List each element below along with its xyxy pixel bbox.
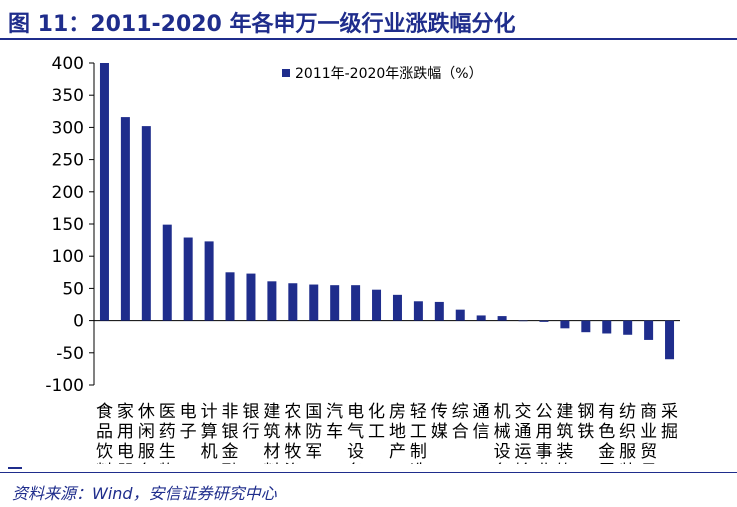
bar bbox=[99, 63, 109, 321]
x-tick-label: 房地产 bbox=[389, 402, 406, 462]
y-tick-label: 350 bbox=[52, 86, 84, 106]
y-tick-label: 200 bbox=[52, 183, 84, 203]
x-tick-label: 国防军工 bbox=[305, 402, 322, 464]
x-tick-label: 通信 bbox=[473, 402, 490, 442]
bar bbox=[372, 289, 382, 321]
x-tick-label: 综合 bbox=[452, 402, 469, 442]
legend-swatch bbox=[282, 69, 290, 77]
x-tick-label: 银行 bbox=[242, 402, 259, 442]
x-tick-label: 公用事业 bbox=[535, 402, 552, 464]
bar bbox=[162, 224, 172, 321]
x-tick-label: 交通运输 bbox=[515, 402, 532, 464]
legend: 2011年-2020年涨跌幅（%） bbox=[282, 66, 483, 82]
y-tick-label: 50 bbox=[62, 279, 84, 299]
bar bbox=[183, 237, 193, 321]
x-tick-label: 农林牧渔 bbox=[284, 402, 301, 464]
y-tick-label: 400 bbox=[52, 54, 84, 74]
x-tick-label: 轻工制造 bbox=[410, 402, 427, 464]
x-tick-label: 钢铁 bbox=[577, 402, 594, 442]
x-tick-label: 非银金融 bbox=[222, 402, 239, 464]
y-tick-label: 0 bbox=[73, 312, 84, 332]
title-divider bbox=[0, 38, 737, 40]
x-tick-label: 电气设备 bbox=[347, 402, 364, 464]
bar bbox=[539, 320, 549, 322]
bar bbox=[518, 320, 528, 322]
x-axis-labels: 食品饮料家用电器休闲服务医药生物电子计算机非银金融银行建筑材料农林牧渔国防军工汽… bbox=[96, 402, 678, 464]
bar bbox=[351, 285, 361, 321]
y-tick-label: 250 bbox=[52, 151, 84, 171]
x-tick-label: 家用电器 bbox=[117, 402, 134, 464]
bar bbox=[120, 117, 130, 321]
bar bbox=[665, 320, 675, 360]
x-tick-label: 休闲服务 bbox=[138, 402, 155, 464]
x-tick-label: 传媒 bbox=[431, 402, 448, 442]
bar bbox=[204, 241, 214, 321]
y-tick-label: 100 bbox=[52, 247, 84, 267]
bar bbox=[246, 273, 256, 321]
bar bbox=[330, 285, 340, 321]
y-tick-label: 150 bbox=[52, 215, 84, 235]
page-title: 图 11：2011-2020 年各申万一级行业涨跌幅分化 bbox=[8, 12, 516, 37]
bar bbox=[288, 283, 298, 321]
bar bbox=[434, 301, 444, 321]
x-tick-label: 电子 bbox=[180, 402, 197, 442]
y-tick-label: 300 bbox=[52, 118, 84, 138]
bar bbox=[581, 320, 591, 333]
x-tick-label: 纺织服装 bbox=[619, 402, 636, 464]
bar bbox=[455, 309, 465, 321]
bar bbox=[225, 272, 235, 321]
x-tick-label: 商业贸易 bbox=[640, 402, 657, 464]
x-tick-label: 有色金属 bbox=[598, 402, 615, 464]
source-divider bbox=[0, 472, 737, 473]
x-tick-label: 计算机 bbox=[201, 402, 218, 462]
bar bbox=[623, 320, 633, 335]
bar bbox=[392, 294, 402, 321]
bar bbox=[644, 320, 654, 340]
x-tick-label: 医药生物 bbox=[159, 402, 176, 464]
bar bbox=[497, 316, 507, 321]
x-tick-label: 机械设备 bbox=[494, 402, 511, 464]
bar bbox=[602, 320, 612, 334]
x-tick-label: 建筑装饰 bbox=[556, 402, 573, 464]
x-tick-label: 建筑材料 bbox=[263, 402, 280, 464]
source-note: 资料来源：Wind，安信证券研究中心 bbox=[12, 484, 277, 503]
bars-group bbox=[99, 63, 675, 360]
title-bar: 图 11：2011-2020 年各申万一级行业涨跌幅分化 bbox=[0, 0, 737, 40]
y-axis: -100 -50 0 50 100 150 200 250 300 350 400 bbox=[45, 54, 680, 396]
x-tick-label: 食品饮料 bbox=[96, 402, 113, 464]
x-tick-label: 化工 bbox=[368, 402, 385, 442]
y-tick-label: -50 bbox=[56, 344, 84, 364]
bar bbox=[413, 301, 423, 321]
legend-label: 2011年-2020年涨跌幅（%） bbox=[295, 66, 483, 82]
bar bbox=[309, 284, 319, 321]
x-tick-label: 汽车 bbox=[326, 402, 343, 442]
bar-chart: -100 -50 0 50 100 150 200 250 300 350 400 食品饮料家用电器… bbox=[45, 54, 680, 464]
bar bbox=[476, 315, 486, 321]
source-marker bbox=[8, 467, 22, 469]
bar bbox=[141, 126, 151, 321]
bar bbox=[267, 281, 277, 321]
y-tick-label: -100 bbox=[45, 376, 84, 396]
bar bbox=[560, 320, 570, 329]
x-tick-label: 采掘 bbox=[661, 402, 678, 442]
